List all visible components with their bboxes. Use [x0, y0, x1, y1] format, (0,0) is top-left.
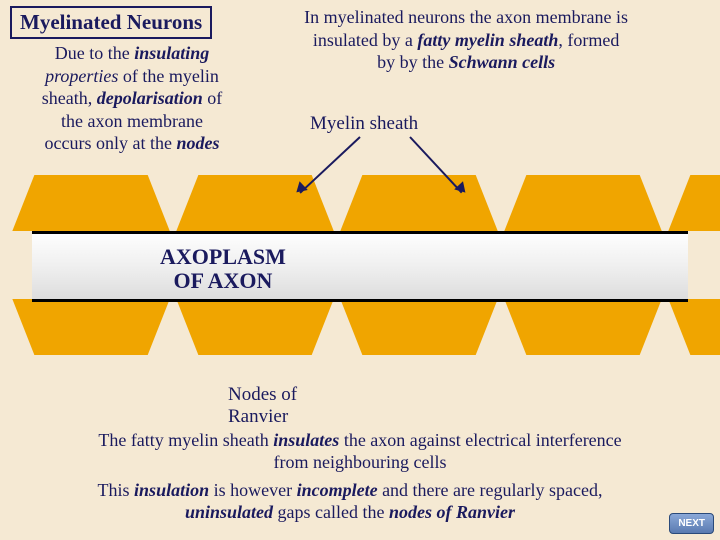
- myelin-segment-top: [668, 175, 720, 231]
- axoplasm-label: AXOPLASM OF AXON: [160, 245, 286, 293]
- nor-l2: Ranvier: [228, 406, 288, 427]
- left-dep: depolarisation: [97, 88, 203, 108]
- p2-nor: nodes of Ranvier: [389, 502, 515, 522]
- intro-b: insulated by a: [313, 30, 417, 50]
- p1-ins: insulates: [273, 430, 339, 450]
- myelin-segment-top: [340, 175, 497, 231]
- axon-diagram: AXOPLASM OF AXON: [32, 175, 688, 355]
- p1-b: the axon against electrical interference: [339, 430, 621, 450]
- intro-fatty: fatty myelin sheath: [417, 30, 558, 50]
- left-f: the axon membrane: [61, 111, 203, 131]
- p2-inc: incomplete: [297, 480, 378, 500]
- left-e: of: [203, 88, 223, 108]
- p2-ins: insulation: [134, 480, 209, 500]
- nor-l1: Nodes of: [228, 384, 297, 405]
- intro-text: In myelinated neurons the axon membrane …: [222, 6, 710, 74]
- next-button[interactable]: NEXT: [669, 513, 714, 534]
- myelin-segment-top: [504, 175, 661, 231]
- intro-a: In myelinated neurons the axon membrane …: [304, 7, 628, 27]
- myelin-segment-top: [12, 175, 169, 231]
- nodes-of-ranvier-label: Nodes of Ranvier: [228, 384, 297, 428]
- myelin-sheath-label: Myelin sheath: [310, 113, 418, 135]
- intro-d: by by the: [377, 52, 449, 72]
- p2-unins: uninsulated: [185, 502, 273, 522]
- left-d: sheath,: [42, 88, 97, 108]
- p2-b: is however: [209, 480, 296, 500]
- page-title: Myelinated Neurons: [10, 6, 212, 39]
- left-c: of the myelin: [118, 66, 218, 86]
- left-nodes: nodes: [176, 133, 219, 153]
- intro-schwann: Schwann cells: [449, 52, 556, 72]
- axon-membrane-top: [32, 231, 688, 234]
- left-a: Due to the: [55, 43, 134, 63]
- paragraph-nodes: This insulation is however incomplete an…: [20, 480, 680, 523]
- p2-c: and there are regularly spaced,: [378, 480, 603, 500]
- p1-a: The fatty myelin sheath: [98, 430, 273, 450]
- axon-band: [32, 231, 688, 299]
- paragraph-insulation: The fatty myelin sheath insulates the ax…: [20, 430, 700, 473]
- axo-l2: OF AXON: [174, 268, 273, 293]
- myelin-segment-bottom: [504, 299, 661, 355]
- left-ins: insulating: [134, 43, 209, 63]
- p2-d: gaps called the: [273, 502, 389, 522]
- left-g: occurs only at the: [45, 133, 177, 153]
- left-b: properties: [45, 66, 118, 86]
- myelin-segment-bottom: [12, 299, 169, 355]
- axo-l1: AXOPLASM: [160, 244, 286, 269]
- intro-c: , formed: [558, 30, 619, 50]
- axon-membrane-bottom: [32, 299, 688, 302]
- p1-c: from neighbouring cells: [274, 452, 447, 472]
- p2-a: This: [98, 480, 135, 500]
- myelin-segment-bottom: [176, 299, 333, 355]
- left-caption: Due to the insulating properties of the …: [14, 42, 250, 155]
- myelin-segment-bottom: [668, 299, 720, 355]
- myelin-segment-bottom: [340, 299, 497, 355]
